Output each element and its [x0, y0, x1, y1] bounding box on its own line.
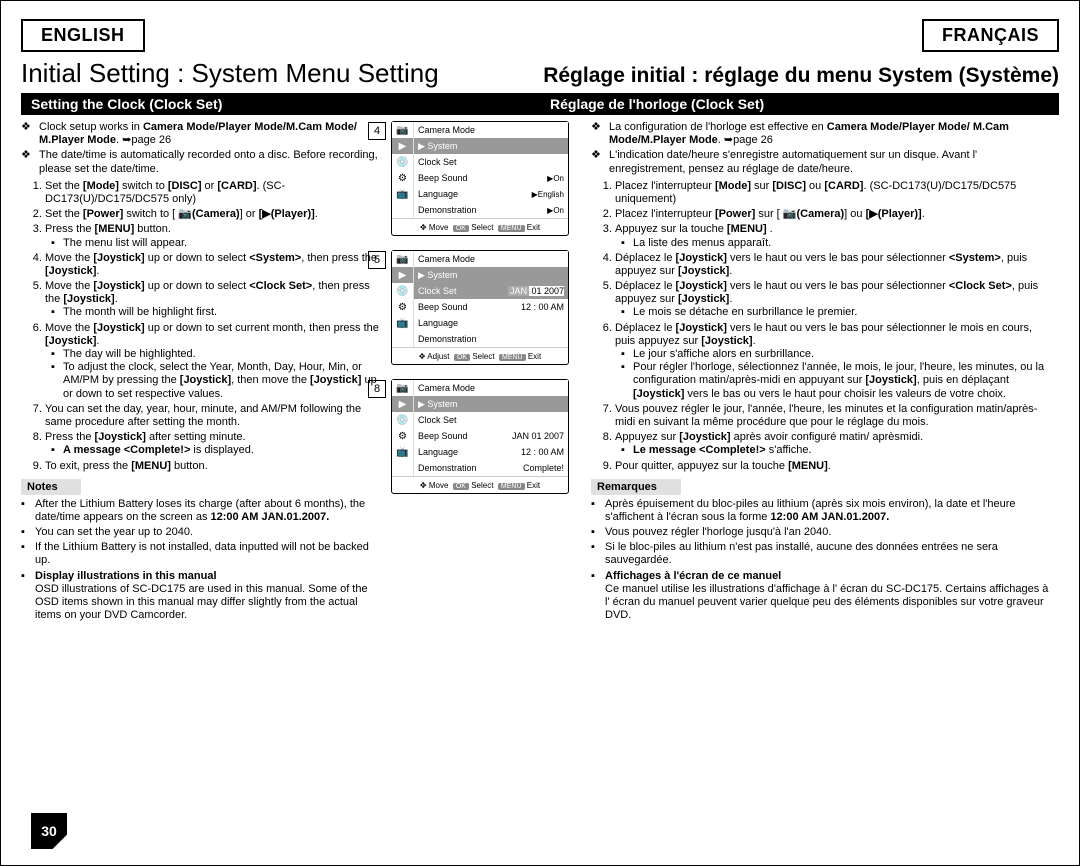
list-item: You can set the day, year, hour, minute,… [45, 403, 385, 429]
steps-list-en: Set the [Mode] switch to [DISC] or [CARD… [35, 180, 385, 473]
notes-list-en: After the Lithium Battery loses its char… [21, 498, 385, 623]
list-item: Set the [Mode] switch to [DISC] or [CARD… [45, 180, 385, 206]
list-item: Move the [Joystick] up or down to select… [45, 280, 385, 320]
language-row: ENGLISH FRANÇAIS [21, 19, 1059, 52]
list-item: Déplacez le [Joystick] vers le haut ou v… [615, 280, 1053, 320]
notes-header-fr: Remarques [591, 479, 681, 495]
list-item: Déplacez le [Joystick] vers le haut ou v… [615, 252, 1053, 278]
list-item: Après épuisement du bloc-piles au lithiu… [591, 498, 1053, 524]
title-row: Initial Setting : System Menu Setting Ré… [21, 58, 1059, 89]
list-item: Affichages à l'écran de ce manuelCe manu… [591, 570, 1053, 623]
list-item: Vous pouvez régler le jour, l'année, l'h… [615, 403, 1053, 429]
list-item: Appuyez sur [Joystick] après avoir confi… [615, 431, 1053, 457]
lang-english-badge: ENGLISH [21, 19, 145, 52]
osd-screen: 8📷▶💿⚙📺Camera Mode▶ SystemClock SetBeep S… [391, 379, 569, 494]
lang-francais-badge: FRANÇAIS [922, 19, 1059, 52]
osd-column: 4📷▶💿⚙📺Camera Mode▶ SystemClock SetBeep S… [391, 121, 585, 801]
list-item: To exit, press the [MENU] button. [45, 460, 385, 473]
subtitle-en: Setting the Clock (Clock Set) [21, 93, 540, 115]
english-column: Clock setup works in Camera Mode/Player … [21, 121, 391, 801]
osd-step-label: 8 [368, 380, 386, 398]
list-item: Pour quitter, appuyez sur la touche [MEN… [615, 460, 1053, 473]
list-item: Appuyez sur la touche [MENU] .La liste d… [615, 223, 1053, 249]
content-columns: Clock setup works in Camera Mode/Player … [21, 121, 1059, 801]
list-item: Move the [Joystick] up or down to set cu… [45, 322, 385, 401]
notes-header-en: Notes [21, 479, 81, 495]
list-item: Déplacez le [Joystick] vers le haut ou v… [615, 322, 1053, 401]
title-french: Réglage initial : réglage du menu System… [543, 64, 1059, 88]
subtitle-fr: Réglage de l'horloge (Clock Set) [540, 93, 1059, 115]
list-item: Move the [Joystick] up or down to select… [45, 252, 385, 278]
list-item: After the Lithium Battery loses its char… [21, 498, 385, 524]
steps-list-fr: Placez l'interrupteur [Mode] sur [DISC] … [605, 180, 1053, 473]
french-column: La configuration de l'horloge est effect… [585, 121, 1059, 801]
list-item: Vous pouvez régler l'horloge jusqu'à l'a… [591, 526, 1053, 539]
manual-page: ENGLISH FRANÇAIS Initial Setting : Syste… [0, 0, 1080, 866]
list-item: La configuration de l'horloge est effect… [591, 121, 1053, 147]
list-item: Placez l'interrupteur [Mode] sur [DISC] … [615, 180, 1053, 206]
subtitle-bar: Setting the Clock (Clock Set) Réglage de… [21, 93, 1059, 115]
list-item: You can set the year up to 2040. [21, 526, 385, 539]
osd-step-label: 5 [368, 251, 386, 269]
list-item: Display illustrations in this manualOSD … [21, 570, 385, 623]
title-english: Initial Setting : System Menu Setting [21, 58, 439, 89]
intro-list-en: Clock setup works in Camera Mode/Player … [21, 121, 385, 176]
list-item: Set the [Power] switch to [ 📷(Camera)] o… [45, 208, 385, 221]
osd-step-label: 4 [368, 122, 386, 140]
osd-screen: 4📷▶💿⚙📺Camera Mode▶ SystemClock SetBeep S… [391, 121, 569, 236]
osd-screen: 5📷▶💿⚙📺Camera Mode▶ SystemClock SetJAN 01… [391, 250, 569, 365]
page-number: 30 [31, 813, 67, 849]
list-item: If the Lithium Battery is not installed,… [21, 541, 385, 567]
list-item: L'indication date/heure s'enregistre aut… [591, 149, 1053, 175]
list-item: Press the [MENU] button.The menu list wi… [45, 223, 385, 249]
notes-list-fr: Après épuisement du bloc-piles au lithiu… [591, 498, 1053, 623]
list-item: Placez l'interrupteur [Power] sur [ 📷(Ca… [615, 208, 1053, 221]
intro-list-fr: La configuration de l'horloge est effect… [591, 121, 1053, 176]
list-item: Press the [Joystick] after setting minut… [45, 431, 385, 457]
list-item: Si le bloc-piles au lithium n'est pas in… [591, 541, 1053, 567]
list-item: The date/time is automatically recorded … [21, 149, 385, 175]
list-item: Clock setup works in Camera Mode/Player … [21, 121, 385, 147]
